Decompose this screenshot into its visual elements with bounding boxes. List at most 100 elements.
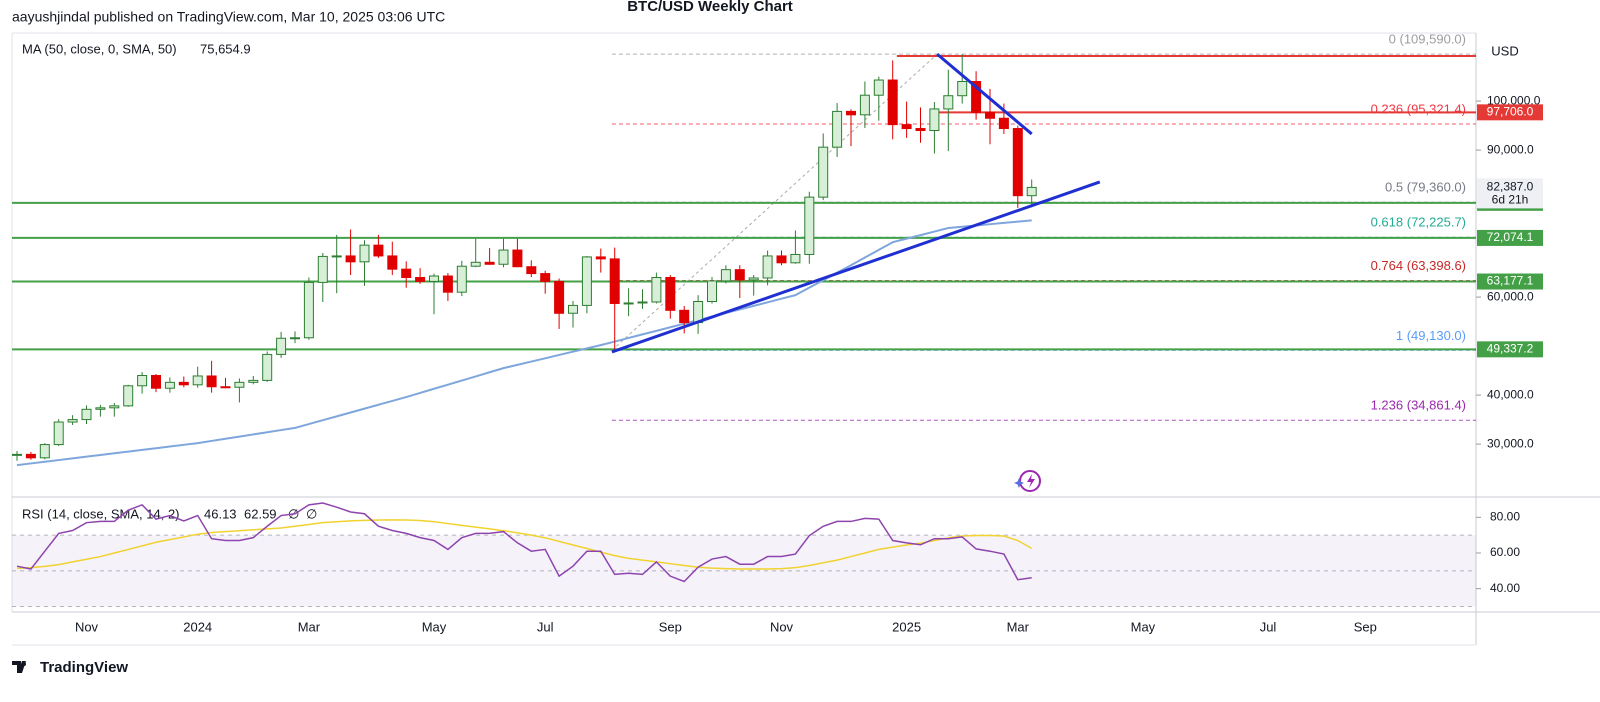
candle-body [137,374,148,387]
price-tag [1477,229,1543,246]
candle-body [1026,186,1037,197]
candle-body [929,108,940,132]
candle-body [748,277,759,281]
price-tag-label: 63,177.1 [1487,274,1534,288]
rsi-line [16,502,1032,583]
candle-body [234,381,245,388]
candle-body [957,81,968,97]
candle-body [498,249,509,265]
candle-body [818,146,829,198]
candle-body [262,353,273,381]
candle-body [470,261,481,267]
candle-body [859,94,870,116]
candle-body [623,302,634,305]
candle-body [39,444,50,459]
price-tag [1477,341,1543,358]
candle-body [415,276,426,282]
candle-body [151,374,161,389]
y-tick-label: 60.00 [1490,545,1520,559]
candle-body [345,255,356,263]
x-tick-label: Nov [75,619,99,634]
candle-body [554,280,565,314]
x-tick-label: Jul [537,619,554,634]
trend-line [611,180,1101,354]
rsi-sma-value: 62.59 [244,506,277,521]
candle-body [53,421,64,446]
fib-label: 0.618 (72,225.7) [1371,215,1466,230]
candle-body [804,196,815,255]
candle-body [609,258,620,304]
x-tick-label: Mar [1007,619,1030,634]
candle-body [512,249,523,268]
candle-body [206,375,217,388]
candle-body [456,265,467,293]
candle-body [220,386,231,389]
candle-body [95,407,106,410]
candle-body [109,405,120,409]
fib-label: 0.5 (79,360.0) [1385,180,1466,195]
candle-body [915,128,926,132]
candle-body [887,79,898,126]
candle-body [665,276,676,311]
candle-body [595,256,606,260]
candle-body [679,309,690,324]
y-tick-label: 40,000.0 [1487,387,1534,401]
candle-body [429,275,439,282]
x-tick-label: May [422,619,447,634]
fib-label: 0 (109,590.0) [1389,32,1466,47]
ma-value: 75,654.9 [200,41,251,56]
candle-body [12,453,22,456]
y-tick-label: 60,000.0 [1487,289,1534,303]
candle-body [832,110,843,148]
candle-body [943,95,954,110]
candle-body [707,280,717,303]
candle-body [526,266,537,275]
candle-body [568,304,578,314]
candle-body [581,256,592,306]
price-tag [1477,104,1543,121]
rsi-legend: RSI (14, close, SMA, 14, 2) [22,506,180,521]
candle-body [442,275,453,293]
ma-line [16,219,1032,467]
candle-body [540,273,551,282]
candle-body [81,408,92,421]
candle-body [790,253,801,264]
countdown-label: 6d 21h [1492,193,1529,207]
candle-body [123,385,134,407]
y-tick-label: 90,000.0 [1487,142,1534,156]
price-tag-label: 49,337.2 [1487,342,1534,356]
candle-body [192,375,203,386]
x-tick-label: 2025 [892,619,921,634]
candle-body [846,110,856,116]
candle-body [901,124,912,130]
fib-label: 1.236 (34,861.4) [1371,398,1466,413]
candle-body [484,261,495,265]
candle-body [985,111,995,119]
y-tick-label: 30,000.0 [1487,436,1534,450]
candle-body [164,381,175,389]
rsi-value: 46.13 [204,506,237,521]
candle-body [67,419,78,423]
candle-body [276,337,287,355]
trend-line [936,52,1033,136]
candle-body [303,281,314,339]
fib-label: 1 (49,130.0) [1396,328,1466,343]
candle-body [178,381,189,386]
last-price-tag [1477,178,1543,209]
footer-brand: TradingView [40,659,128,676]
logo [12,661,26,673]
candle-body [776,255,787,264]
x-tick-label: Jul [1260,619,1277,634]
y-tick-label: 100,000.0 [1487,93,1541,107]
x-tick-label: May [1131,619,1156,634]
candle-body [998,117,1009,130]
candle-body [373,244,384,257]
price-tag [1477,273,1543,290]
candle-body [359,244,370,263]
x-tick-label: Sep [1354,619,1377,634]
fib-label: 0.764 (63,398.6) [1371,258,1466,273]
candle-body [1012,128,1023,197]
y-tick-label: 40.00 [1490,581,1520,595]
